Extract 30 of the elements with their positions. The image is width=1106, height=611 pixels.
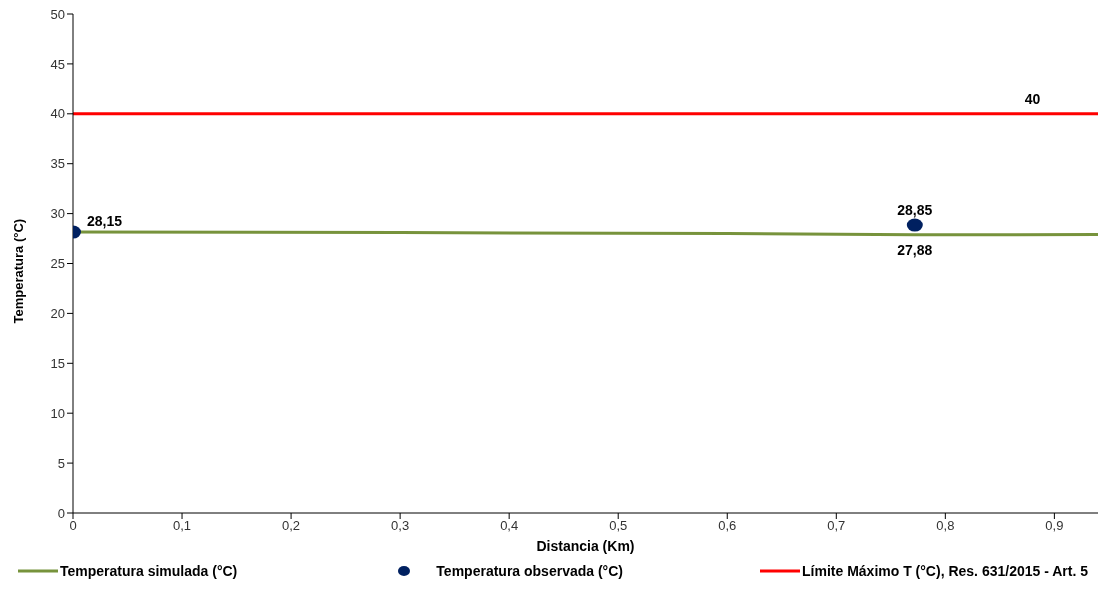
y-tick-label: 35 bbox=[50, 156, 65, 172]
legend-label: Temperatura observada (°C) bbox=[436, 563, 623, 579]
x-tick-label: 0,6 bbox=[718, 518, 737, 534]
x-tick-label: 0,4 bbox=[500, 518, 519, 534]
x-tick-label: 0,8 bbox=[936, 518, 955, 534]
x-tick-label: 0,1 bbox=[173, 518, 192, 534]
data-label: 28,85 bbox=[897, 201, 933, 218]
y-tick-label: 20 bbox=[50, 306, 65, 322]
legend-label: Límite Máximo T (°C), Res. 631/2015 - Art. 5 bbox=[802, 563, 1088, 579]
data-label: 40 bbox=[1024, 90, 1041, 107]
y-axis-title: Temperatura (°C) bbox=[10, 218, 26, 324]
y-tick-label: 5 bbox=[57, 455, 65, 471]
y-tick-label: 10 bbox=[50, 405, 65, 421]
x-axis-title: Distancia (Km) bbox=[536, 538, 635, 554]
y-tick-label: 15 bbox=[50, 355, 65, 371]
y-tick-label: 45 bbox=[50, 56, 65, 72]
x-tick-label: 0,5 bbox=[609, 518, 628, 534]
x-tick-label: 0,3 bbox=[391, 518, 410, 534]
x-tick-label: 0 bbox=[69, 518, 77, 534]
x-tick-label: 0,2 bbox=[282, 518, 301, 534]
y-tick-label: 40 bbox=[50, 106, 65, 122]
x-tick-label: 0,7 bbox=[827, 518, 846, 534]
y-tick-label: 50 bbox=[50, 6, 65, 22]
legend-label: Temperatura simulada (°C) bbox=[60, 563, 238, 579]
data-label: 27,88 bbox=[897, 241, 933, 258]
y-tick-label: 25 bbox=[50, 256, 65, 272]
data-label: 28,15 bbox=[87, 212, 123, 229]
y-tick-label: 30 bbox=[50, 206, 65, 222]
x-tick-label: 0,9 bbox=[1045, 518, 1064, 534]
y-tick-label: 0 bbox=[57, 505, 65, 521]
